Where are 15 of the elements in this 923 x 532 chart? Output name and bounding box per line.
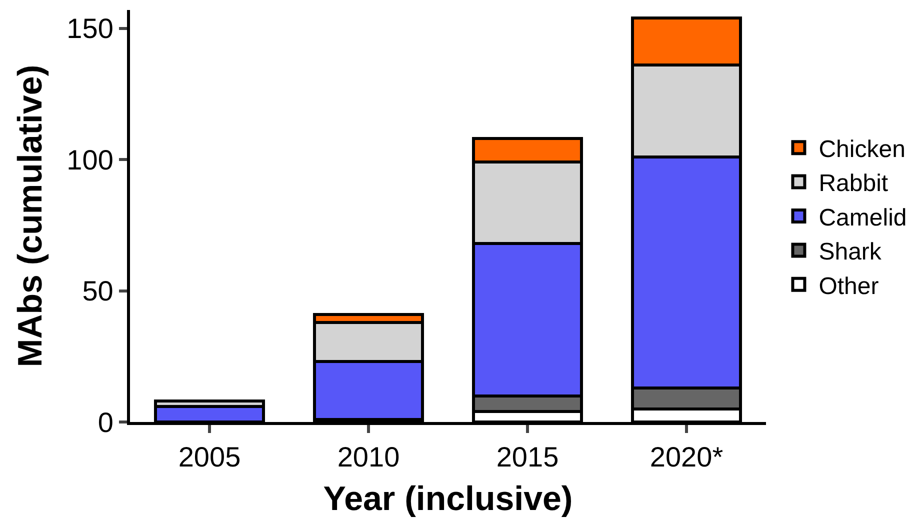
y-tick-label: 0 — [98, 406, 114, 438]
x-tick-label: 2005 — [178, 442, 241, 473]
x-tick-label: 2015 — [496, 442, 559, 473]
y-tick-label: 150 — [66, 13, 114, 44]
x-tick-label: 2020* — [650, 442, 724, 473]
y-tick-label: 100 — [66, 144, 114, 176]
y-tick-label: 50 — [82, 276, 114, 307]
legend-label: Rabbit — [818, 170, 888, 198]
legend-label: Other — [818, 272, 879, 300]
legend-label: Chicken — [818, 136, 906, 163]
legend-label: Shark — [818, 238, 882, 266]
y-axis-title: MAbs (cumulative) — [11, 64, 50, 368]
legend-label: Camelid — [818, 204, 907, 232]
x-axis-title: Year (inclusive) — [323, 480, 573, 518]
x-tick-label: 2010 — [337, 442, 400, 473]
